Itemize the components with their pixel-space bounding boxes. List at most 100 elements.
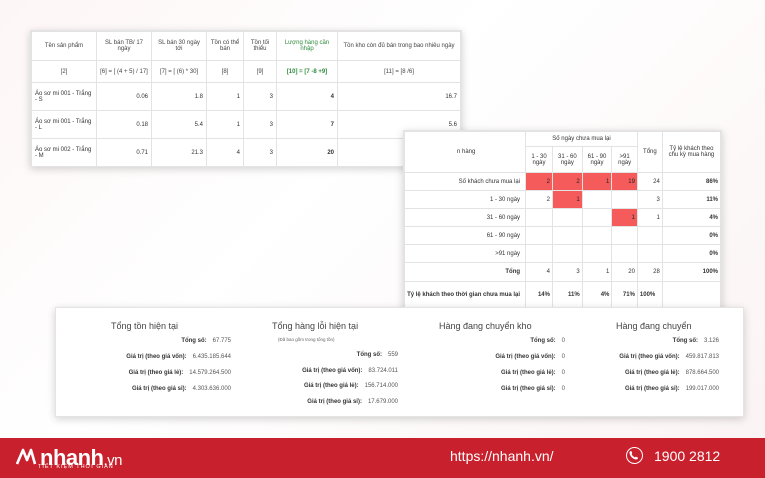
matrix-cell [525,244,553,263]
summary-label: Giá trị (theo giá lẻ): [624,370,680,376]
summary-row-cost: Giá trị (theo giá vốn): 459.817.813 [616,354,719,360]
row-total: 1 [636,208,663,227]
col-header-days-left: Tồn kho còn đủ bán trong bao nhiêu ngày [337,31,461,61]
row-label: 61 - 90 ngày [404,226,527,245]
next-30-days: 1.8 [151,82,207,111]
min-stock: 3 [243,110,277,139]
summary-value: 6.435.185.644 [192,354,231,360]
summary-row-total: Tổng số: 559 [266,352,398,358]
summary-row-total: Tổng số: 67.775 [56,338,231,344]
need-import: 20 [276,138,338,166]
nhanh-logo[interactable]: nhanh.vn [14,444,123,475]
summary-row-wholesale: Giá trị (theo giá sỉ): 0 [431,386,565,392]
summary-label: Giá trị (theo giá lẻ): [500,370,556,376]
summary-label: Giá trị (theo giá vốn): [302,368,363,374]
row-ratio: 0% [661,226,721,245]
matrix-cell: 2 [525,190,553,209]
row-label: 1 - 30 ngày [404,190,527,209]
summary-value: 14.579.264.500 [189,370,231,376]
row-total: 28 [636,262,663,282]
matrix-cell [611,244,638,263]
formula-cell: [11] = [8 /6] [337,60,461,83]
matrix-cell: 2 [551,172,583,191]
matrix-cell [581,226,613,245]
row-label: Tỷ lệ khách theo thời gian chưa mua lại [404,281,527,308]
avg-sold: 0.06 [96,82,152,111]
summary-value: 0 [561,370,565,376]
avg-sold: 0.18 [96,110,152,139]
matrix-cell: 19 [611,172,638,191]
matrix-cell [551,244,583,263]
summary-label: Tổng số: [530,338,556,344]
row-total [636,244,663,263]
matrix-cell: 1 [581,172,613,191]
matrix-cell [581,208,613,227]
matrix-cell: 1 [581,262,613,282]
table-header-row: Tên sản phẩm SL bán TB/ 17 ngày SL bán 3… [31,31,461,61]
summary-label: Tổng số: [181,338,207,344]
row-total: 3 [636,190,663,209]
summary-label: Giá trị (theo giá lẻ): [128,370,184,376]
brand-footer: nhanh.vn TIẾT KIỆM THỜI GIAN https://nha… [0,438,765,478]
matrix-cell: 4 [525,262,553,282]
row-label: Số khách chưa mua lại [404,172,527,191]
row-total [636,226,663,245]
table-row: Số khách chưa mua lại 2 2 1 19 24 86% [404,172,721,191]
summary-row-total: Tổng số: 3.126 [616,338,719,344]
product-name[interactable]: Áo sơ mi 001 - Trắng - S [31,82,97,111]
matrix-cell [611,226,638,245]
summary-value: 4.303.636.000 [192,386,231,392]
days-left: 16.7 [337,82,461,111]
matrix-cell: 71% [611,281,638,308]
col-header-product-name: Tên sản phẩm [31,31,97,61]
matrix-cell [581,190,613,209]
matrix-cell: 3 [551,262,583,282]
row-label: >91 ngày [404,244,527,263]
summary-label: Giá trị (theo giá vốn): [495,354,556,360]
hotline-number[interactable]: 1900 2812 [654,448,721,464]
available-stock: 1 [206,110,244,139]
row-total: 24 [636,172,663,191]
summary-value: 0 [561,354,565,360]
min-stock: 3 [243,138,277,166]
row-ratio: 4% [661,208,721,227]
nhanh-logo-icon [15,448,37,465]
row-label: Tổng [404,262,527,282]
brand-name: nhanh.vn [40,445,123,471]
formula-cell: [2] [31,60,97,83]
ratio-header: Tỷ lệ khách theo chu kỳ mua hàng [661,131,721,173]
col-header-range: 61 - 90 ngày [581,146,613,173]
matrix-cell: 1 [551,190,583,209]
need-import: 7 [276,110,338,139]
next-30-days: 5.4 [151,110,207,139]
product-name[interactable]: Áo sơ mi 002 - Trắng - M [31,138,97,166]
summary-value: 17.679.000 [367,399,398,405]
formula-row: [2] [6] = [ (4 + 5) / 17] [7] = [ (6) * … [31,60,461,83]
avg-sold: 0.71 [96,138,152,166]
summary-title: Hàng đang chuyển kho [439,321,532,331]
table-row: 1 - 30 ngày 2 1 3 11% [404,190,721,209]
website-link[interactable]: https://nhanh.vn/ [450,448,554,464]
available-stock: 1 [206,82,244,111]
row-label: 31 - 60 ngày [404,208,527,227]
col-header-need-import: Lượng hàng cần nhập [276,31,338,61]
matrix-cell [551,226,583,245]
col-header-avg-sold: SL bán TB/ 17 ngày [96,31,152,61]
row-ratio: 0% [661,244,721,263]
repurchase-cycle-card: n hàng Số ngày chưa mua lại Tổng Tỷ lệ k… [403,130,722,317]
summary-row-cost: Giá trị (theo giá vốn): 6.435.185.644 [56,354,231,360]
summary-label: Giá trị (theo giá sỉ): [624,386,680,392]
summary-title: Tổng hàng lỗi hiện tại [272,321,359,331]
summary-value: 199.017.000 [685,386,719,392]
summary-label: Giá trị (theo giá lẻ): [303,383,359,389]
summary-value: 559 [387,352,398,358]
product-name[interactable]: Áo sơ mi 001 - Trắng - L [31,110,97,139]
need-import: 4 [276,82,338,111]
matrix-cell [525,226,553,245]
total-header: Tổng [636,131,663,173]
col-header-next-30: SL bán 30 ngày tới [151,31,207,61]
summary-title: Hàng đang chuyển [616,321,692,331]
summary-title: Tổng tồn hiện tại [111,321,179,331]
total-row: Tổng 4 3 1 20 28 100% [404,262,721,282]
col-header-range: >91 ngày [611,146,638,173]
